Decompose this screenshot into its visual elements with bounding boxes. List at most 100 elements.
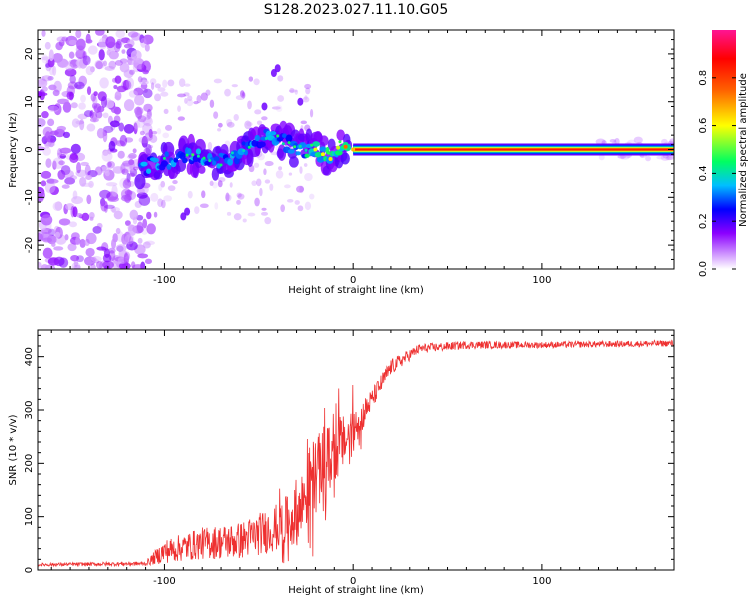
heatmap-cell: [277, 75, 284, 82]
heatmap-cell: [57, 58, 69, 68]
heatmap-cell: [70, 205, 75, 218]
heatmap-cell: [44, 41, 51, 50]
heatmap-cell: [106, 161, 115, 169]
heatmap-cell: [99, 189, 111, 199]
heatmap-cell: [69, 153, 79, 164]
heatmap-cell: [141, 113, 152, 125]
heatmap-cell: [62, 101, 72, 113]
heatmap-cell: [137, 115, 147, 123]
heatmap-cell: [167, 79, 175, 87]
heatmap-cell: [309, 193, 315, 200]
heatmap-cell: [66, 91, 75, 100]
heatmap-cell: [70, 254, 79, 262]
heatmap-cell: [111, 206, 116, 213]
snr-x-tick-label: 100: [532, 576, 551, 587]
heatmap-cell: [118, 37, 126, 45]
heatmap-cell: [70, 102, 78, 109]
heatmap-cell: [213, 156, 220, 162]
heatmap-cell: [313, 147, 318, 152]
heatmap-cell: [142, 34, 154, 45]
heatmap-cell: [274, 64, 281, 73]
heatmap-cell: [123, 99, 135, 112]
heatmap-cell: [297, 205, 304, 212]
heatmap-cell: [85, 65, 94, 76]
heatmap-cell: [56, 125, 66, 132]
heatmap-cell: [151, 157, 159, 163]
heatmap-cell: [62, 131, 71, 139]
heatmap-cell: [661, 138, 668, 145]
heatmap-cell: [187, 95, 193, 102]
heatmap-cell: [47, 57, 55, 68]
heatmap-cell: [264, 136, 268, 140]
heatmap-cell: [58, 160, 65, 166]
heatmap-cell: [114, 59, 123, 66]
heatmap-cell: [184, 83, 191, 87]
heatmap-cell: [121, 168, 129, 175]
heatmap-cell: [93, 91, 98, 97]
heatmap-cell: [48, 105, 60, 113]
heatmap-cell: [162, 156, 166, 160]
heatmap-cell: [121, 79, 132, 91]
heatmap-cell: [343, 144, 348, 149]
heatmap-cell: [157, 198, 164, 208]
heatmap-cell: [160, 160, 169, 167]
heatmap-cell: [42, 247, 53, 259]
heatmap-cell: [52, 89, 60, 97]
heatmap-cell: [96, 222, 103, 230]
heatmap-cell: [68, 51, 75, 59]
heatmap-cell: [94, 166, 103, 176]
heatmap-cell: [145, 144, 152, 156]
heatmap-cell: [103, 265, 110, 269]
snr-x-tick-label: 0: [350, 576, 356, 587]
heatmap-cell: [52, 160, 57, 170]
heatmap-cell: [128, 90, 138, 98]
heatmap-cell: [184, 207, 191, 216]
heatmap-cell: [120, 163, 126, 175]
heatmap-cell: [288, 172, 293, 176]
snr-x-axis-label: Height of straight line (km): [288, 585, 424, 596]
heatmap-cell: [276, 134, 280, 138]
heatmap-cell: [150, 82, 155, 90]
heatmap-cell: [218, 122, 223, 128]
heatmap-cell: [196, 154, 200, 158]
heatmap-cell: [76, 38, 86, 51]
heatmap-cell: [213, 111, 219, 119]
heatmap-cell: [227, 158, 233, 166]
heatmap-cell: [136, 118, 146, 128]
heatmap-cell: [80, 94, 86, 103]
heatmap-cell: [144, 132, 154, 141]
heatmap-cell: [86, 123, 96, 132]
heatmap-cell: [115, 244, 127, 252]
colorbar-tick-label: 0.8: [698, 70, 709, 86]
heatmap-cell: [114, 75, 122, 84]
heatmap-cell: [108, 50, 119, 60]
heatmap-cell: [199, 203, 209, 209]
heatmap-cell: [116, 38, 122, 46]
heatmap-cell: [162, 79, 168, 88]
heatmap-cell: [224, 88, 231, 97]
heatmap-cell: [184, 97, 188, 104]
heatmap-cell: [78, 75, 88, 87]
snr-frame: [37, 329, 675, 571]
heatmap-cell: [142, 88, 153, 99]
heatmap-cell: [41, 86, 48, 92]
heatmap-cell: [212, 160, 217, 166]
heatmap-cell: [150, 192, 159, 202]
heatmap-cell: [78, 58, 88, 69]
heatmap-cell: [136, 187, 145, 194]
heatmap-cell: [230, 151, 234, 155]
heatmap-cell: [105, 182, 118, 187]
heatmap-cell: [244, 120, 252, 130]
heatmap-cell: [146, 223, 156, 235]
heatmap-cell: [309, 109, 314, 118]
heatmap-cell: [98, 38, 108, 50]
heatmap-cell: [86, 194, 92, 205]
heatmap-cell: [113, 210, 123, 220]
snr-y-tick-label: 200: [24, 454, 35, 473]
heatmap-cell: [310, 143, 314, 147]
heatmap-cell: [52, 201, 62, 211]
colorbar-tick-label: 0.0: [698, 261, 709, 277]
heatmap-cell: [137, 237, 143, 244]
heatmap-cell: [73, 256, 79, 268]
heatmap-cell: [87, 45, 98, 55]
